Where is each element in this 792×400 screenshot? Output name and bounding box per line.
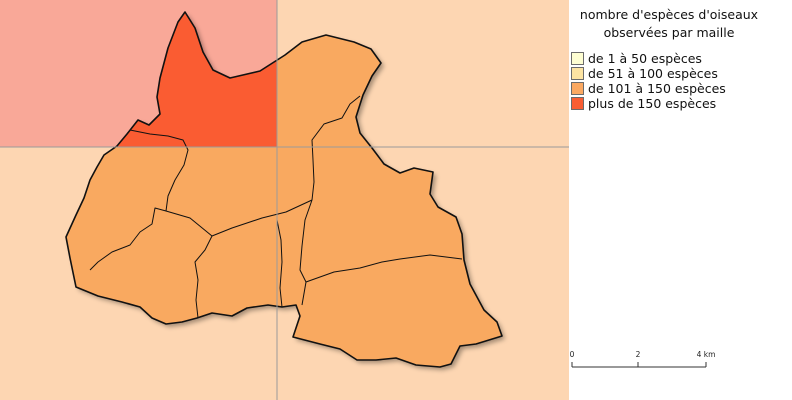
legend-label: de 1 à 50 espèces [588, 50, 702, 66]
legend-item-101-150: de 101 à 150 espèces [571, 80, 726, 96]
legend-swatch [571, 96, 584, 110]
legend-label: de 51 à 100 espèces [588, 65, 718, 81]
legend-swatch [571, 66, 584, 80]
legend-title-line-2: observées par maille [603, 25, 735, 40]
commune-boundaries [89, 95, 463, 319]
legend-label: plus de 150 espèces [588, 95, 717, 111]
legend-label: de 101 à 150 espèces [588, 80, 726, 96]
legend-title-line-1: nombre d'espèces d'oiseaux [579, 7, 759, 22]
scale-bar: 0 2 4 km [570, 350, 716, 368]
scale-label-4km: 4 km [697, 350, 716, 359]
legend-item-over-150: plus de 150 espèces [571, 95, 717, 111]
legend-item-51-100: de 51 à 100 espèces [571, 65, 718, 81]
grid-lines [0, 0, 569, 400]
legend-title: nombre d'espèces d'oiseaux observées par… [569, 6, 769, 42]
scale-label-0: 0 [570, 350, 575, 359]
territory-outline [65, 11, 503, 368]
territory-part-over-150 [115, 12, 277, 147]
legend: nombre d'espèces d'oiseaux observées par… [569, 0, 792, 400]
legend-swatch [571, 51, 584, 65]
territory [65, 11, 503, 368]
scale-label-2: 2 [636, 350, 641, 359]
legend-item-1-50: de 1 à 50 espèces [571, 50, 702, 66]
legend-swatch [571, 81, 584, 95]
map-canvas [0, 0, 569, 400]
